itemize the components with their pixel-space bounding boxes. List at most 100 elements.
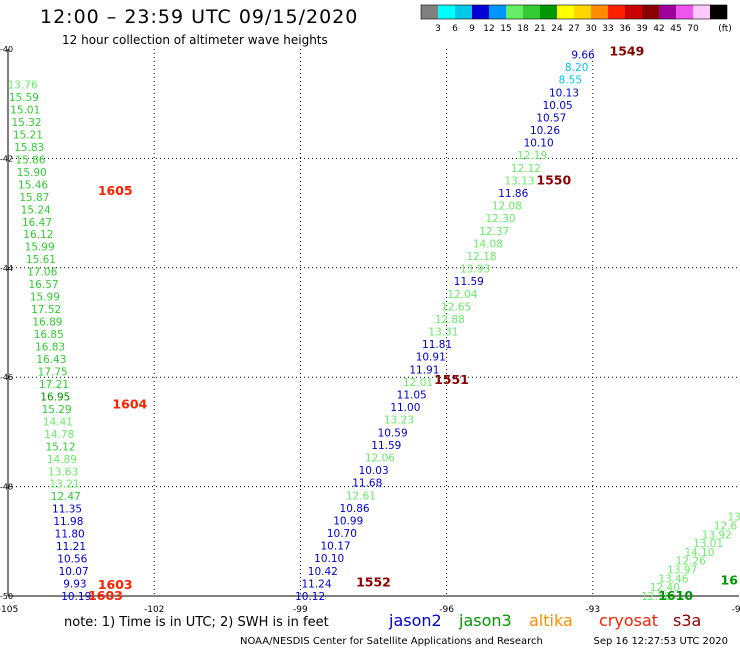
legend-entry-s3a: s3a (673, 611, 701, 630)
wave-height-value: 10.26 (530, 125, 560, 137)
x-tick-label: -96 (439, 605, 454, 615)
wave-height-value: 15.99 (25, 242, 55, 254)
wave-height-value: 10.03 (359, 465, 389, 477)
x-tick-label: -105 (0, 605, 18, 615)
color-swatch (455, 5, 472, 19)
wave-height-value: 12.08 (492, 201, 522, 213)
wave-height-value: 12.50 (641, 591, 671, 603)
wave-height-value: 11.86 (498, 188, 528, 200)
wave-height-value: 17.52 (31, 304, 61, 316)
y-tick-label: -40 (0, 45, 13, 54)
wave-height-value: 12.06 (365, 452, 395, 464)
page-subtitle: 12 hour collection of altimeter wave hei… (62, 33, 328, 47)
wave-height-value: 12.40 (650, 582, 680, 594)
wave-height-value: 10.57 (536, 112, 566, 124)
wave-height-value: 11.91 (409, 364, 439, 376)
wave-height-value: 15.61 (26, 254, 56, 266)
pass-time-label: 1610 (658, 588, 693, 603)
color-swatch (693, 5, 710, 19)
color-swatch (523, 5, 540, 19)
color-bar-label: 36 (619, 24, 631, 34)
pass-time-label: 1604 (112, 397, 147, 412)
y-tick-label: -44 (0, 264, 13, 273)
wave-height-value: 15.59 (9, 92, 39, 104)
color-bar-label: 30 (585, 24, 597, 34)
wave-height-value: 12.04 (447, 289, 477, 301)
color-bar-label: 27 (568, 24, 579, 34)
wave-height-value: 15.90 (17, 167, 47, 179)
color-bar-frame (420, 4, 728, 20)
pass-time-label: 1550 (536, 172, 571, 187)
color-bar-label: 24 (551, 24, 563, 34)
wave-height-value: 12.19 (517, 150, 547, 162)
wave-height-value: 10.07 (59, 566, 89, 578)
wave-height-value: 10.91 (416, 352, 446, 364)
x-tick-label: -99 (293, 605, 308, 615)
color-swatch (540, 5, 557, 19)
y-tick-label: -42 (0, 154, 13, 163)
color-bar-label: 18 (517, 24, 529, 34)
color-bar-label: 15 (500, 24, 511, 34)
wave-height-value: 16.57 (29, 279, 59, 291)
wave-height-value: 12.01 (403, 377, 433, 389)
wave-height-value: 12.18 (466, 251, 496, 263)
wave-height-value: 17.75 (38, 366, 68, 378)
color-bar-label: 42 (653, 24, 664, 34)
wave-height-value: 13.92 (702, 529, 732, 541)
pass-time-label: 1549 (610, 44, 645, 59)
wave-height-value: 11.80 (55, 529, 85, 541)
wave-height-value: 12.26 (676, 556, 706, 568)
wave-height-value: 15.12 (46, 441, 76, 453)
wave-height-value: 13.31 (428, 327, 458, 339)
color-swatch (438, 5, 455, 19)
wave-height-value: 10.42 (308, 566, 338, 578)
wave-height-value: 11.00 (390, 402, 420, 414)
wave-height-value: 10.70 (327, 528, 357, 540)
wave-height-value: 12.65 (441, 301, 471, 313)
wave-height-value: 13.63 (48, 466, 78, 478)
wave-height-value: 10.99 (333, 515, 363, 527)
wave-height-value: 11.35 (52, 504, 82, 516)
wave-height-value: 10.10 (314, 553, 344, 565)
legend-entry-jason2: jason2 (388, 611, 442, 630)
wave-height-value: 11.21 (56, 541, 86, 553)
page-title: 12:00 – 23:59 UTC 09/15/2020 (40, 6, 359, 28)
footer: NOAA/NESDIS Center for Satellite Applica… (240, 636, 728, 647)
wave-height-value: 15.99 (30, 292, 60, 304)
pass-time-label: 1605 (98, 183, 133, 198)
wave-height-value: 8.55 (559, 75, 582, 87)
color-swatch (557, 5, 574, 19)
wave-height-value: 14.10 (684, 547, 714, 559)
wave-height-value: 15.83 (14, 142, 44, 154)
wave-height-value: 15.29 (42, 404, 72, 416)
wave-height-value: 13.23 (384, 415, 414, 427)
wave-height-value: 16.95 (40, 391, 70, 403)
wave-height-value: 12.6 (714, 520, 738, 532)
color-swatch (710, 5, 727, 19)
color-bar-unit: (ft) (718, 24, 732, 34)
wave-height-value: 12.30 (486, 213, 516, 225)
wave-height-value: 12.88 (435, 314, 465, 326)
wave-height-value: 11.81 (422, 339, 452, 351)
color-bar-label: 12 (483, 24, 494, 34)
wave-height-value: 15.87 (19, 192, 49, 204)
color-swatch (506, 5, 523, 19)
color-bar-label: 45 (670, 24, 681, 34)
color-swatch (574, 5, 591, 19)
color-bar-label: 21 (534, 24, 545, 34)
color-swatch (489, 5, 506, 19)
wave-height-value: 15.32 (12, 117, 42, 129)
x-tick-label: -102 (144, 605, 164, 615)
color-swatch (625, 5, 642, 19)
pass-time-label: 1603 (88, 588, 123, 603)
color-swatch (659, 5, 676, 19)
wave-height-value: 15.21 (13, 129, 43, 141)
wave-height-value: 10.05 (543, 100, 573, 112)
wave-height-value: 14.89 (47, 454, 77, 466)
wave-height-value: 10.19 (61, 591, 91, 603)
wave-height-value: 11.68 (352, 478, 382, 490)
footnote: note: 1) Time is in UTC; 2) SWH is in fe… (64, 615, 329, 630)
wave-height-value: 13.97 (667, 565, 697, 577)
wave-height-value: 13.46 (658, 573, 688, 585)
color-swatch (472, 5, 489, 19)
